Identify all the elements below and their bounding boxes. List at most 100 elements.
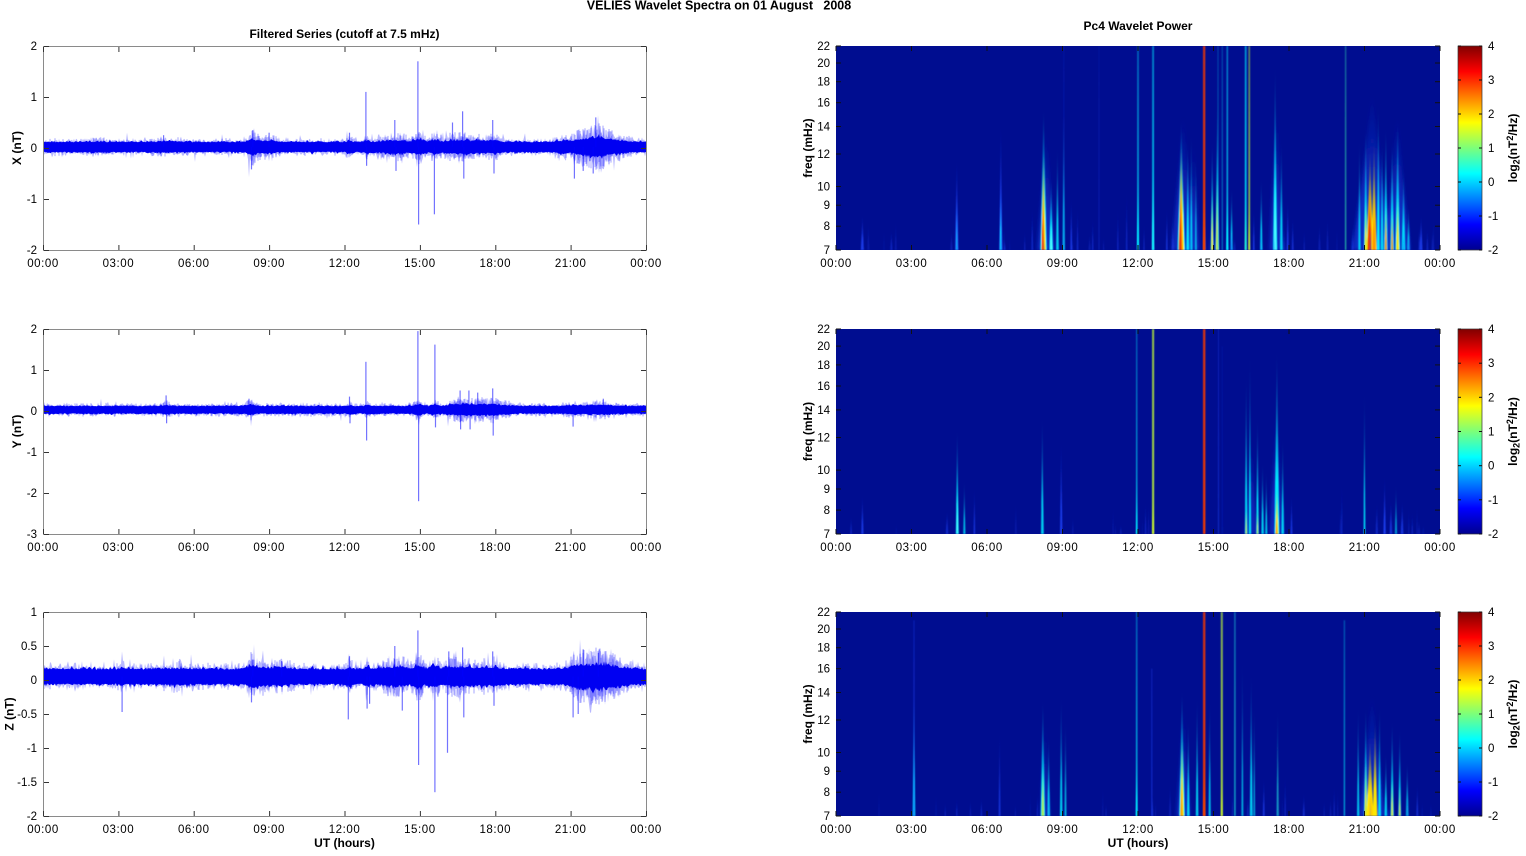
svg-text:1: 1 (31, 365, 37, 377)
svg-text:2: 2 (31, 41, 37, 53)
svg-text:06:00: 06:00 (178, 542, 210, 554)
svg-text:20: 20 (817, 624, 830, 636)
svg-text:12: 12 (817, 149, 830, 161)
svg-text:10: 10 (817, 181, 830, 193)
svg-text:00:00: 00:00 (27, 824, 59, 836)
svg-text:18: 18 (817, 360, 830, 372)
svg-text:12:00: 12:00 (1122, 542, 1154, 554)
svg-text:0: 0 (31, 143, 37, 155)
svg-text:freq (mHz): freq (mHz) (801, 118, 815, 177)
svg-text:18:00: 18:00 (479, 258, 511, 270)
svg-text:00:00: 00:00 (1424, 824, 1456, 836)
svg-text:15:00: 15:00 (1198, 542, 1230, 554)
svg-text:21:00: 21:00 (555, 258, 587, 270)
svg-text:15:00: 15:00 (404, 824, 436, 836)
svg-text:0: 0 (1488, 461, 1494, 473)
svg-text:12:00: 12:00 (1122, 824, 1154, 836)
svg-text:09:00: 09:00 (253, 542, 285, 554)
svg-text:09:00: 09:00 (1047, 258, 1079, 270)
svg-text:log2(nT2/Hz): log2(nT2/Hz) (1505, 114, 1522, 183)
svg-text:12:00: 12:00 (1122, 258, 1154, 270)
svg-text:12:00: 12:00 (329, 824, 361, 836)
svg-text:18:00: 18:00 (1273, 824, 1305, 836)
svg-text:12:00: 12:00 (329, 542, 361, 554)
svg-text:22: 22 (817, 324, 830, 336)
svg-text:06:00: 06:00 (178, 824, 210, 836)
svg-text:-3: -3 (27, 529, 37, 541)
svg-text:1: 1 (1488, 427, 1494, 439)
svg-text:22: 22 (817, 41, 830, 53)
svg-text:-2: -2 (27, 811, 37, 823)
svg-text:2: 2 (1488, 675, 1494, 687)
svg-text:15:00: 15:00 (1198, 824, 1230, 836)
svg-text:18: 18 (817, 77, 830, 89)
svg-text:00:00: 00:00 (820, 824, 852, 836)
svg-text:Pc4 Wavelet Power: Pc4 Wavelet Power (1084, 19, 1193, 33)
svg-text:16: 16 (817, 664, 830, 676)
svg-text:21:00: 21:00 (555, 824, 587, 836)
svg-text:16: 16 (817, 98, 830, 110)
svg-text:10: 10 (817, 747, 830, 759)
svg-text:06:00: 06:00 (971, 824, 1003, 836)
svg-text:0: 0 (31, 675, 37, 687)
svg-text:-1: -1 (1488, 211, 1498, 223)
svg-text:10: 10 (817, 465, 830, 477)
svg-text:0: 0 (1488, 177, 1494, 189)
svg-text:log2(nT2/Hz): log2(nT2/Hz) (1505, 397, 1522, 466)
svg-text:09:00: 09:00 (1047, 824, 1079, 836)
svg-text:21:00: 21:00 (1349, 542, 1381, 554)
svg-text:03:00: 03:00 (103, 258, 135, 270)
svg-text:16: 16 (817, 381, 830, 393)
svg-text:3: 3 (1488, 358, 1494, 370)
svg-text:7: 7 (824, 529, 830, 541)
svg-text:00:00: 00:00 (27, 258, 59, 270)
svg-text:09:00: 09:00 (1047, 542, 1079, 554)
svg-text:14: 14 (817, 122, 830, 134)
svg-text:8: 8 (824, 787, 830, 799)
svg-text:2: 2 (31, 324, 37, 336)
svg-text:7: 7 (824, 245, 830, 257)
svg-text:2: 2 (1488, 392, 1494, 404)
svg-text:-1.5: -1.5 (17, 777, 37, 789)
svg-text:0: 0 (1488, 743, 1494, 755)
svg-text:18:00: 18:00 (479, 542, 511, 554)
svg-text:2: 2 (1488, 109, 1494, 121)
svg-text:UT (hours): UT (hours) (314, 836, 375, 850)
svg-text:freq (mHz): freq (mHz) (801, 402, 815, 461)
svg-text:8: 8 (824, 505, 830, 517)
svg-text:1: 1 (31, 92, 37, 104)
svg-text:9: 9 (824, 766, 830, 778)
svg-text:Y (nT): Y (nT) (10, 415, 24, 449)
svg-text:-2: -2 (1488, 529, 1498, 541)
svg-text:21:00: 21:00 (1349, 824, 1381, 836)
svg-text:Filtered Series (cutoff at 7.5: Filtered Series (cutoff at 7.5 mHz) (249, 27, 439, 41)
svg-text:21:00: 21:00 (555, 542, 587, 554)
svg-text:03:00: 03:00 (103, 824, 135, 836)
svg-text:9: 9 (824, 200, 830, 212)
svg-text:09:00: 09:00 (253, 824, 285, 836)
svg-text:-2: -2 (1488, 811, 1498, 823)
svg-text:00:00: 00:00 (630, 258, 662, 270)
svg-text:1: 1 (1488, 143, 1494, 155)
svg-text:freq (mHz): freq (mHz) (801, 684, 815, 743)
svg-text:4: 4 (1488, 324, 1495, 336)
svg-text:00:00: 00:00 (1424, 542, 1456, 554)
svg-text:VELIES Wavelet Spectra on 01 A: VELIES Wavelet Spectra on 01 August 2008 (587, 0, 851, 13)
svg-text:03:00: 03:00 (896, 542, 928, 554)
svg-text:18: 18 (817, 643, 830, 655)
svg-text:18:00: 18:00 (1273, 258, 1305, 270)
svg-text:18:00: 18:00 (1273, 542, 1305, 554)
svg-text:1: 1 (31, 607, 37, 619)
svg-text:Z (nT): Z (nT) (3, 697, 17, 730)
svg-text:0: 0 (31, 406, 37, 418)
svg-text:06:00: 06:00 (971, 258, 1003, 270)
svg-text:03:00: 03:00 (103, 542, 135, 554)
svg-text:03:00: 03:00 (896, 824, 928, 836)
svg-text:-1: -1 (27, 743, 37, 755)
svg-text:4: 4 (1488, 41, 1495, 53)
svg-text:20: 20 (817, 341, 830, 353)
svg-text:-0.5: -0.5 (17, 709, 37, 721)
svg-text:00:00: 00:00 (820, 258, 852, 270)
svg-text:-2: -2 (27, 245, 37, 257)
svg-text:00:00: 00:00 (630, 824, 662, 836)
